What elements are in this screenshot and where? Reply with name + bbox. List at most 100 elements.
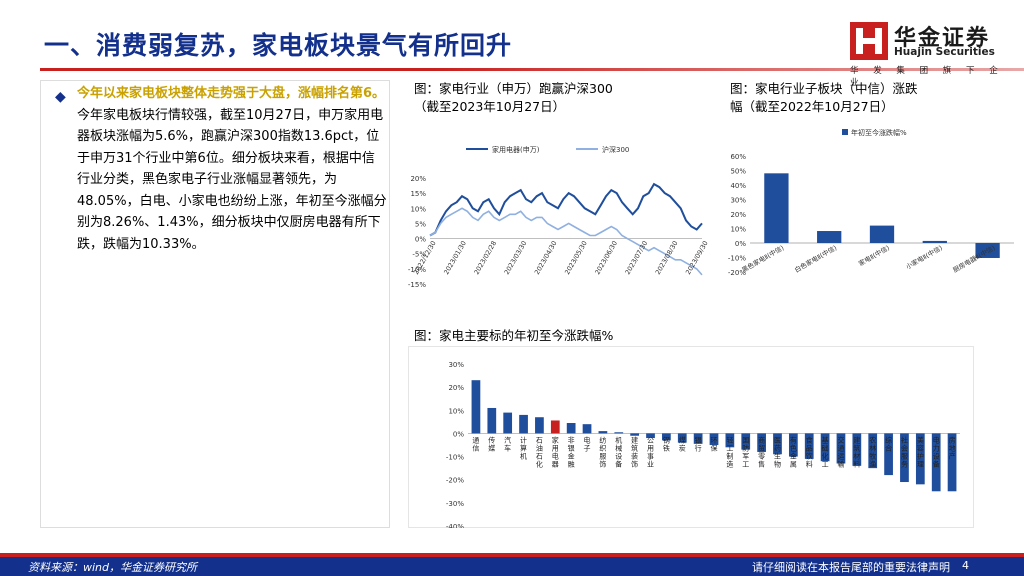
summary-highlight: 今年以来家电板块整体走势强于大盘，涨幅排名第6。 (77, 86, 386, 101)
category-label: 传媒 (488, 435, 495, 452)
x-tick-label: 2023/04/30 (533, 240, 559, 276)
category-label: 石油石化 (536, 436, 543, 468)
bar-0 (471, 380, 481, 434)
x-tick-label: 2023/09/30 (684, 240, 710, 276)
bar-8 (598, 431, 608, 434)
bar-chart-subsectors: 年初至今涨跌幅% 60% 50% 40% 30% 20% 10% 0% -10% -20%黑色家电… (728, 128, 1014, 277)
category-label: 农林牧渔 (869, 435, 876, 468)
bar-10 (630, 433, 640, 436)
y-tick-label: 50% (730, 168, 746, 176)
footer-source: 资料来源：wind，华金证券研究所 (28, 561, 198, 574)
title-divider (40, 68, 1024, 71)
legend-label: 年初至今涨跌幅% (851, 128, 907, 137)
summary-text: 今年以来家电板块整体走势强于大盘，涨幅排名第6。今年家电板块行情较强，截至10月… (77, 83, 387, 255)
x-tick-label: 2023/08/30 (654, 240, 680, 276)
bar-0 (764, 173, 789, 243)
y-tick-label: 30% (448, 361, 464, 369)
category-label: 社会服务 (901, 435, 908, 468)
footer-accent (0, 553, 1024, 557)
bar-18 (757, 433, 766, 452)
company-logo: 华金证券 Huajin Securities 华 发 集 团 旗 下 企 业 (850, 20, 1010, 88)
bar-25 (868, 433, 878, 469)
x-tick-label: 2023/01/30 (442, 240, 468, 276)
series-line-0 (429, 182, 703, 237)
bar-1 (487, 407, 497, 434)
y-tick-label: 30% (730, 197, 746, 205)
y-tick-label: -5% (412, 251, 426, 259)
bar-21 (804, 433, 814, 459)
category-label: 房地产 (949, 435, 956, 460)
category-label: 计算机 (520, 435, 527, 460)
y-tick-label: 0% (453, 430, 464, 438)
line-chart-industry-vs-hs300: 家用电器(申万) 沪深300 20% 15% 10% 5% 0% -5% -10% -15% 202… (408, 145, 710, 289)
bar-20 (788, 433, 798, 457)
huajin-logo-icon (850, 22, 888, 60)
y-tick-label: -20% (728, 269, 746, 277)
y-tick-label: 10% (410, 205, 426, 213)
bar-14 (693, 433, 703, 444)
diamond-bullet-icon: ◆ (55, 89, 66, 105)
category-label: 汽车 (504, 435, 511, 452)
category-label: 纺织服饰 (599, 435, 606, 468)
y-tick-label: 20% (448, 384, 464, 392)
category-label: 钢铁 (663, 435, 670, 452)
category-label: 电力设备 (933, 435, 940, 468)
category-label: 公用事业 (647, 436, 654, 468)
bar-6 (566, 423, 576, 434)
bar-16 (725, 433, 735, 448)
y-tick-label: -10% (408, 266, 426, 274)
bar-3 (922, 240, 947, 243)
bar-22 (820, 433, 830, 462)
y-tick-label: -20% (446, 477, 464, 485)
category-label: 通信 (472, 435, 479, 452)
category-label: 有色金属 (790, 435, 797, 468)
summary-panel: ◆ 今年以来家电板块整体走势强于大盘，涨幅排名第6。今年家电板块行情较强，截至1… (40, 80, 390, 528)
bar-13 (677, 433, 687, 443)
chart3-frame (408, 346, 974, 528)
category-label: 食品饮料 (806, 435, 813, 468)
bar-17 (741, 433, 751, 450)
y-tick-label: 20% (410, 175, 426, 183)
logo-slogan: 华 发 集 团 旗 下 企 业 (850, 66, 1004, 88)
chart2-caption-line2: 幅（截至2022年10月27日） (730, 99, 894, 114)
category-label: 交通运输 (837, 435, 844, 468)
category-label: 建筑装饰 (631, 435, 638, 468)
category-label: 煤炭 (679, 435, 686, 452)
y-tick-label: -10% (446, 454, 464, 462)
series-line-1 (429, 207, 703, 276)
category-label: 白色家电Ⅱ(中信) (793, 243, 838, 274)
y-tick-label: 20% (730, 211, 746, 219)
x-tick-label: 2023/07/30 (624, 240, 650, 276)
y-tick-label: 5% (415, 220, 426, 228)
x-tick-label: 2023/02/28 (473, 240, 499, 276)
category-label: 医药生物 (774, 436, 781, 468)
bar-2 (503, 412, 513, 434)
y-tick-label: -15% (408, 281, 426, 289)
bar-4 (535, 417, 544, 434)
chart1-caption-line2: （截至2023年10月27日） (414, 99, 566, 114)
bar-15 (709, 433, 719, 445)
logo-cn-text: 华金证券 (894, 26, 991, 51)
page-title: 一、消费弱复苏，家电板块景气有所回升 (44, 31, 513, 60)
category-label: 建筑材料 (853, 435, 860, 468)
bar-24 (852, 433, 862, 466)
y-tick-label: 15% (410, 190, 426, 198)
legend-label-0: 家用电器(申万) (492, 145, 540, 154)
x-tick-label: 2023/05/30 (563, 240, 589, 276)
y-tick-label: 40% (730, 182, 746, 190)
page-number: 4 (962, 559, 969, 572)
category-label: 厨房电器Ⅱ(中信) (951, 243, 996, 274)
bar-29 (931, 433, 941, 492)
bar-7 (582, 424, 592, 434)
summary-body: 今年家电板块行情较强，截至10月27日，申万家用电器板块涨幅为5.6%，跑赢沪深… (77, 107, 387, 252)
y-tick-label: 0% (415, 236, 426, 244)
bar-2 (869, 225, 895, 243)
category-label: 黑色家电Ⅱ(中信) (740, 243, 785, 274)
footer-bar (0, 557, 1024, 576)
bar-4 (975, 243, 1000, 258)
y-tick-label: 10% (448, 407, 464, 415)
bar-23 (836, 433, 846, 464)
category-label: 电子 (584, 435, 591, 452)
category-label: 非银金融 (568, 435, 575, 468)
